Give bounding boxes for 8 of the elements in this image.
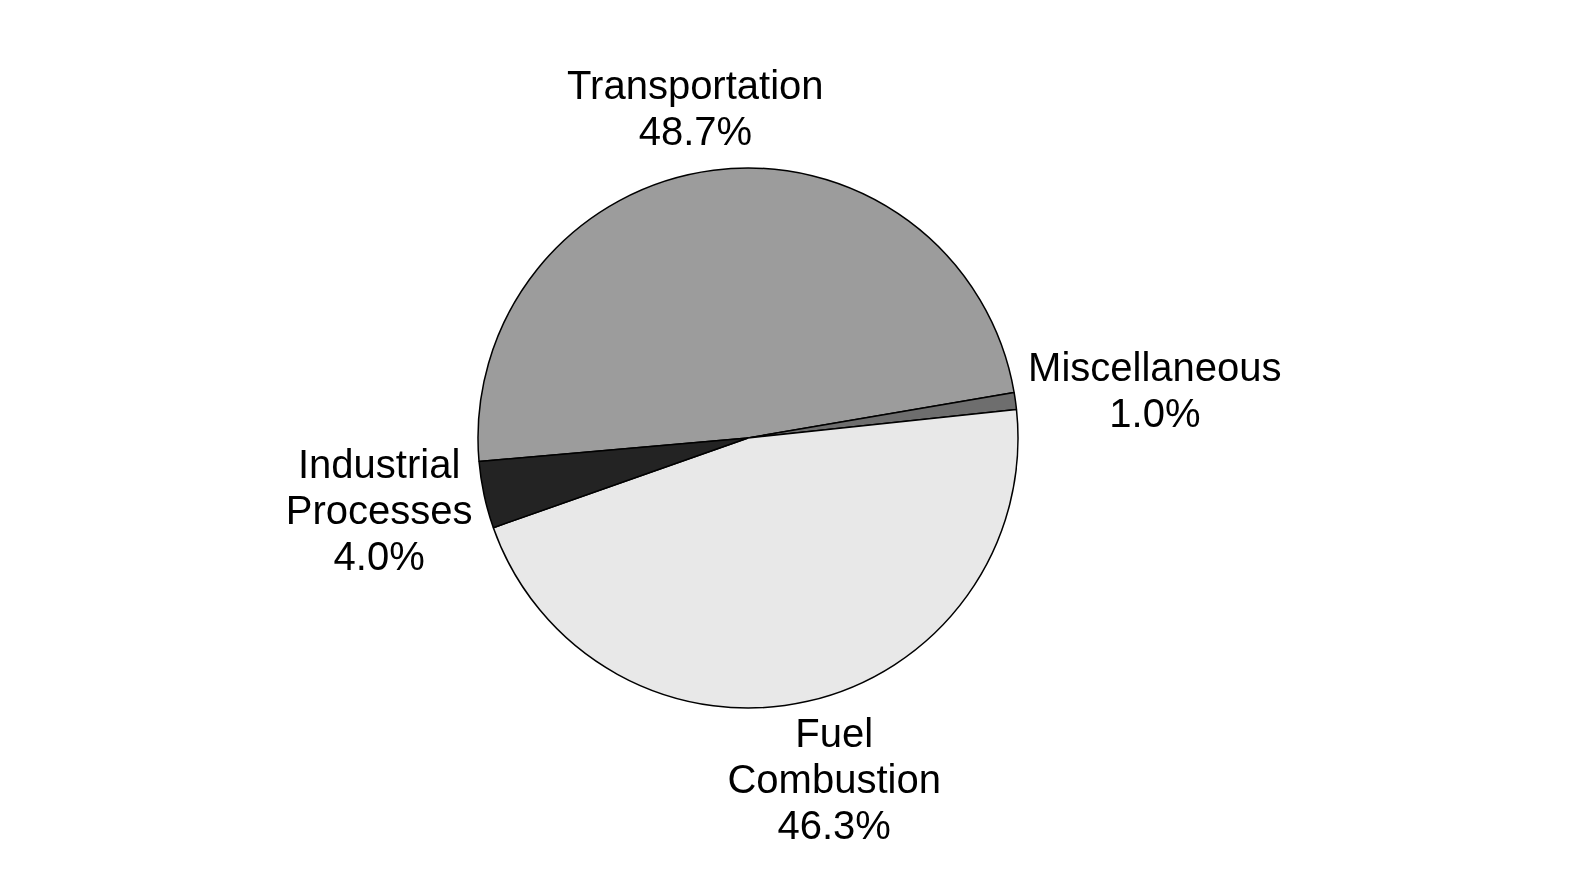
slice-label: Transportation: [567, 62, 824, 107]
data-label: 4.0%: [333, 533, 425, 578]
data-label: 46.3%: [777, 803, 891, 848]
slice-label: Industrial Processes: [285, 441, 473, 532]
slice-label: Miscellaneous: [1028, 344, 1282, 389]
data-label: 1.0%: [1109, 390, 1201, 435]
data-label: 48.7%: [638, 108, 753, 153]
slice-label: Fuel Combustion: [727, 711, 941, 802]
